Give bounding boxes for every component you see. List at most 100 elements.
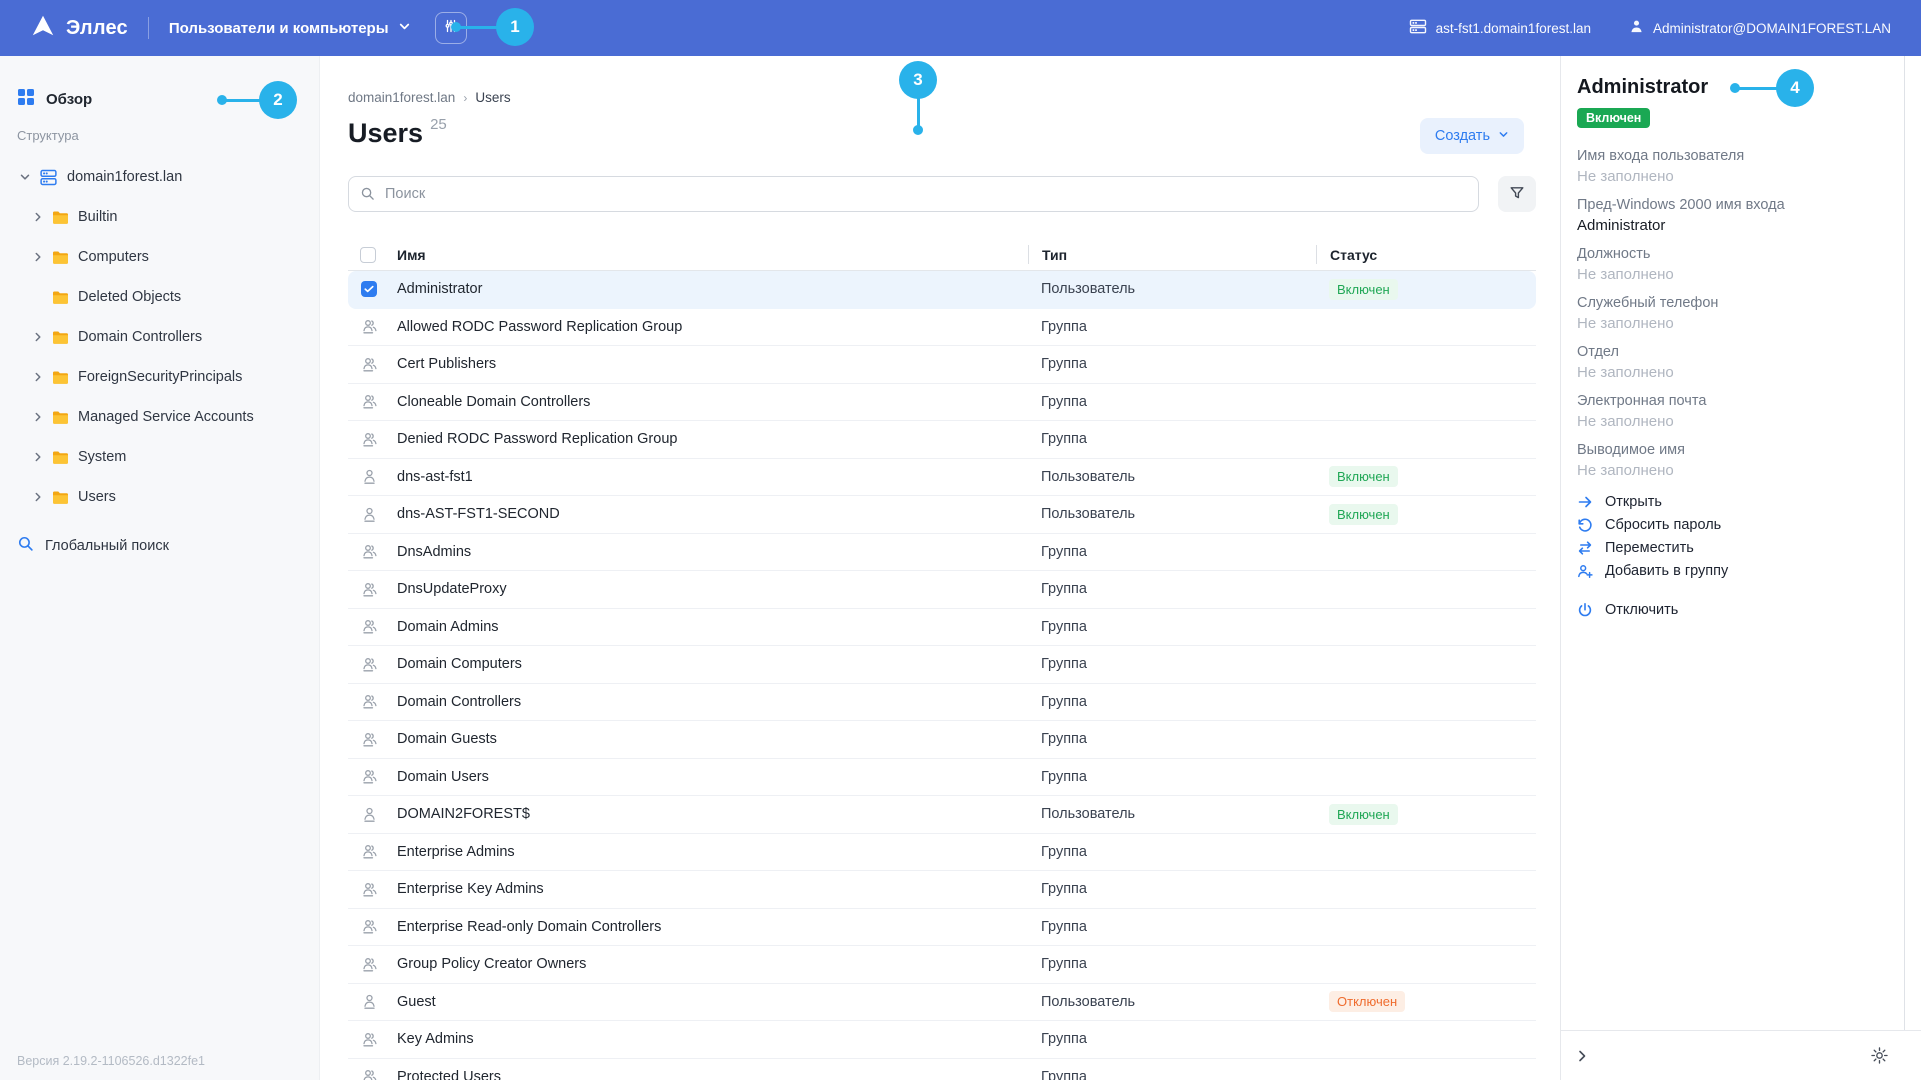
table-row[interactable]: Domain Controllers Группа: [348, 684, 1536, 721]
row-select-cell[interactable]: [348, 431, 390, 448]
tree-item-domain-controllers[interactable]: Domain Controllers: [0, 317, 319, 357]
callout-number[interactable]: 1: [496, 8, 534, 46]
row-select-cell[interactable]: [348, 993, 390, 1010]
field-value: Не заполнено: [1577, 315, 1674, 332]
tree-item-domain1forest-lan[interactable]: domain1forest.lan: [0, 157, 319, 197]
create-button[interactable]: Создать: [1419, 118, 1524, 154]
row-select-cell[interactable]: [348, 506, 390, 523]
tree-item-foreignsecurityprincipals[interactable]: ForeignSecurityPrincipals: [0, 357, 319, 397]
chevron-right-icon[interactable]: [30, 371, 46, 383]
table-row[interactable]: Domain Guests Группа: [348, 721, 1536, 759]
chevron-right-icon[interactable]: [30, 411, 46, 423]
table-row[interactable]: Denied RODC Password Replication Group Гр…: [348, 421, 1536, 459]
row-select-cell[interactable]: [348, 656, 390, 673]
action-label: Отключить: [1605, 602, 1679, 618]
row-checkbox-checked[interactable]: [361, 281, 377, 298]
row-select-cell[interactable]: [348, 318, 390, 335]
table-row[interactable]: DnsAdmins Группа: [348, 534, 1536, 571]
row-type: Группа: [1041, 731, 1087, 748]
chevron-right-icon[interactable]: [30, 251, 46, 263]
collapse-panel-button[interactable]: [1575, 1049, 1589, 1063]
table-row[interactable]: Key Admins Группа: [348, 1021, 1536, 1059]
chevron-right-icon[interactable]: [30, 491, 46, 503]
row-select-cell[interactable]: [348, 918, 390, 935]
table-row[interactable]: DOMAIN2FOREST$ Пользователь Включен: [348, 796, 1536, 834]
row-select-cell[interactable]: [348, 768, 390, 785]
table-row[interactable]: Group Policy Creator Owners Группа: [348, 946, 1536, 984]
tree-item-builtin[interactable]: Builtin: [0, 197, 319, 237]
row-select-cell[interactable]: [348, 618, 390, 635]
row-select-cell[interactable]: [348, 693, 390, 710]
sidebar-item-global-search[interactable]: Глобальный поиск: [17, 535, 319, 557]
table-row[interactable]: Allowed RODC Password Replication Group Г…: [348, 309, 1536, 346]
gear-icon[interactable]: [1870, 1046, 1889, 1065]
row-select-cell[interactable]: [348, 1068, 390, 1080]
chevron-right-icon[interactable]: [30, 211, 46, 223]
row-select-cell[interactable]: [348, 393, 390, 410]
table-row[interactable]: DnsUpdateProxy Группа: [348, 571, 1536, 609]
callout-number[interactable]: 4: [1776, 69, 1814, 107]
action-move[interactable]: Переместить: [1577, 539, 1905, 557]
row-select-cell[interactable]: [348, 956, 390, 973]
column-header-name[interactable]: Имя: [397, 246, 426, 263]
row-select-cell[interactable]: [348, 543, 390, 560]
action-open[interactable]: Открыть: [1577, 493, 1905, 511]
tree-item-managed-service-accounts[interactable]: Managed Service Accounts: [0, 397, 319, 437]
table-row[interactable]: Administrator Пользователь Включен: [348, 271, 1536, 309]
table-row[interactable]: Protected Users Группа: [348, 1059, 1536, 1080]
row-select-cell[interactable]: [348, 1031, 390, 1048]
table-row[interactable]: Domain Users Группа: [348, 759, 1536, 796]
details-field: Отдел Не заполнено: [1577, 342, 1905, 383]
chevron-down-icon[interactable]: [17, 171, 33, 183]
row-type: Пользователь: [1041, 993, 1136, 1010]
table-row[interactable]: dns-ast-fst1 Пользователь Включен: [348, 459, 1536, 496]
column-header-type[interactable]: Тип: [1028, 245, 1316, 264]
action-add-group[interactable]: Добавить в группу: [1577, 562, 1905, 580]
folder-icon: [52, 330, 69, 345]
callout-number[interactable]: 2: [259, 81, 297, 119]
tree-item-computers[interactable]: Computers: [0, 237, 319, 277]
row-select-cell[interactable]: [348, 731, 390, 748]
tree-item-users[interactable]: Users: [0, 477, 319, 517]
table-row[interactable]: Domain Admins Группа: [348, 609, 1536, 646]
breadcrumb-domain[interactable]: domain1forest.lan: [348, 90, 456, 105]
table-row[interactable]: dns-AST-FST1-SECOND Пользователь Включен: [348, 496, 1536, 534]
reset-icon: [1577, 517, 1593, 533]
row-select-cell[interactable]: [348, 806, 390, 823]
sidebar-item-overview[interactable]: Обзор: [17, 88, 319, 111]
table-row[interactable]: Enterprise Read-only Domain Controllers Г…: [348, 909, 1536, 946]
column-header-status[interactable]: Статус: [1316, 245, 1536, 264]
row-select-cell[interactable]: [348, 881, 390, 898]
row-select-cell[interactable]: [348, 843, 390, 860]
account-menu[interactable]: Administrator@DOMAIN1FOREST.LAN: [1629, 19, 1891, 37]
row-select-cell[interactable]: [348, 581, 390, 598]
connected-server[interactable]: ast-fst1.domain1forest.lan: [1409, 18, 1591, 38]
callout-number[interactable]: 3: [899, 61, 937, 99]
row-select-cell[interactable]: [348, 468, 390, 485]
action-power[interactable]: Отключить: [1577, 601, 1905, 619]
page-title: Users: [348, 118, 424, 148]
row-type: Группа: [1041, 356, 1087, 373]
filter-button[interactable]: [1498, 176, 1536, 212]
select-all-checkbox[interactable]: [360, 246, 376, 263]
chevron-right-icon[interactable]: [30, 331, 46, 343]
table-row[interactable]: Enterprise Key Admins Группа: [348, 871, 1536, 909]
chevron-right-icon[interactable]: [30, 451, 46, 463]
panel-scrollbar[interactable]: [1904, 56, 1905, 1080]
row-type: Группа: [1041, 618, 1087, 635]
row-name: Key Admins: [397, 1031, 474, 1048]
search-input[interactable]: [348, 176, 1479, 212]
table-row[interactable]: Domain Computers Группа: [348, 646, 1536, 684]
table-row[interactable]: Guest Пользователь Отключен: [348, 984, 1536, 1021]
module-dropdown[interactable]: Пользователи и компьютеры: [169, 20, 411, 37]
table-row[interactable]: Enterprise Admins Группа: [348, 834, 1536, 871]
action-reset[interactable]: Сбросить пароль: [1577, 516, 1905, 534]
table-row[interactable]: Cloneable Domain Controllers Группа: [348, 384, 1536, 421]
row-select-cell[interactable]: [348, 356, 390, 373]
tree-item-deleted-objects[interactable]: Deleted Objects: [0, 277, 319, 317]
table-row[interactable]: Cert Publishers Группа: [348, 346, 1536, 384]
app-logo[interactable]: Эллес: [30, 13, 128, 44]
tree-item-system[interactable]: System: [0, 437, 319, 477]
topbar: Эллес Пользователи и компьютеры ast-fst1…: [0, 0, 1921, 56]
row-select-cell[interactable]: [348, 281, 390, 298]
